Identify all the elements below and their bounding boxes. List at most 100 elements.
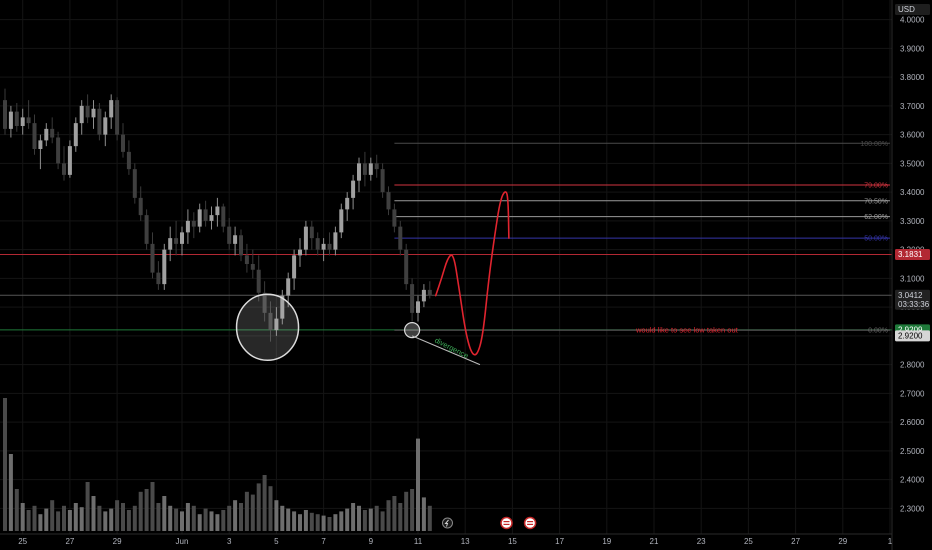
- candle: [404, 243, 409, 290]
- candle-body: [162, 249, 167, 285]
- candle: [8, 105, 13, 138]
- candles: [3, 88, 432, 342]
- candle-body: [303, 226, 308, 250]
- candle: [280, 289, 285, 325]
- candle-body: [321, 243, 326, 250]
- flag-stripe: [503, 521, 510, 523]
- candle: [333, 226, 338, 256]
- candle-body: [44, 128, 49, 141]
- price-tick-label: 4.0000: [900, 16, 925, 25]
- candle-body: [227, 226, 232, 244]
- highlight-circle[interactable]: [235, 293, 300, 361]
- us-flag-icon[interactable]: [500, 516, 513, 530]
- candle-body: [416, 301, 420, 313]
- candle-body: [215, 206, 220, 216]
- flag-stripe: [527, 521, 534, 523]
- low-marker-circle[interactable]: [404, 322, 421, 339]
- volume-bar: [368, 508, 373, 531]
- time-tick-label: 29: [113, 537, 122, 546]
- candle: [132, 163, 137, 204]
- candle-body: [380, 169, 385, 193]
- grid: [0, 0, 892, 534]
- price-tick-label: 3.1000: [900, 274, 925, 283]
- candle: [345, 192, 350, 221]
- price-tick-label: 3.6000: [900, 131, 925, 140]
- volume-bar: [144, 489, 149, 531]
- candle: [298, 238, 302, 267]
- fib-level-label: 62.00%: [864, 214, 888, 221]
- time-tick-label: 25: [744, 537, 753, 546]
- candle-body: [392, 209, 397, 227]
- time-axis[interactable]: 25 27 29 Jun 3 5 7 9 11 13 15 17 19 21 23 25 27 29 1: [18, 537, 893, 546]
- event-markers[interactable]: [442, 516, 537, 530]
- candle: [362, 151, 367, 187]
- candle: [191, 212, 196, 239]
- candle: [38, 134, 43, 170]
- volume-bar: [56, 511, 61, 531]
- candle: [410, 278, 415, 322]
- candle: [416, 295, 420, 322]
- candle: [392, 203, 397, 233]
- volume-bar: [156, 503, 161, 531]
- candle: [357, 157, 361, 193]
- candle-body: [233, 235, 238, 244]
- candle-body: [144, 215, 149, 244]
- price-tag-label: 2.9209: [898, 326, 923, 335]
- candle: [250, 249, 255, 279]
- candle-body: [103, 117, 108, 135]
- volume-bar: [392, 496, 397, 531]
- candle: [380, 163, 385, 198]
- time-tick-label: 21: [650, 537, 659, 546]
- price-tick-label: 2.5000: [900, 447, 925, 456]
- price-tick-label: 3.8000: [900, 73, 925, 82]
- candle-body: [368, 163, 373, 175]
- volume-bar: [244, 491, 249, 531]
- candle: [162, 243, 167, 290]
- volume-bar: [132, 505, 137, 531]
- candle: [221, 203, 226, 233]
- projection-path[interactable]: [434, 191, 510, 356]
- candle-body: [168, 238, 173, 250]
- candle: [427, 281, 432, 299]
- candle-body: [404, 249, 409, 285]
- candle-body: [79, 105, 84, 124]
- candle: [150, 232, 155, 279]
- candle-body: [174, 238, 179, 244]
- candle: [50, 117, 55, 144]
- candle-body: [298, 249, 302, 256]
- candle-body: [132, 169, 137, 198]
- candle: [292, 249, 297, 290]
- time-tick-label: Jun: [176, 537, 189, 546]
- volume-bar: [233, 500, 238, 531]
- volume-bar: [333, 514, 338, 531]
- candle: [309, 220, 314, 250]
- candle: [144, 209, 149, 250]
- candle-body: [150, 243, 155, 273]
- candle: [156, 261, 161, 290]
- lightning-icon-glyph: [444, 519, 449, 527]
- volume-bar: [298, 514, 302, 531]
- time-tick-label: 7: [321, 537, 326, 546]
- time-tick-label: 19: [602, 537, 611, 546]
- fib-retracement[interactable]: 100.00% 79.00% 70.50% 62.00% 50.00% 0.00%: [394, 141, 890, 335]
- candle: [180, 226, 184, 256]
- candle-body: [362, 163, 367, 175]
- volume-bar: [303, 510, 308, 531]
- time-tick-label: 1: [888, 537, 893, 546]
- price-tag: 2.9200: [895, 330, 930, 342]
- divergence-line[interactable]: [411, 335, 481, 366]
- candle: [321, 238, 326, 262]
- time-tick-label: 13: [461, 537, 470, 546]
- volume-bar: [109, 508, 114, 531]
- candle: [174, 220, 179, 256]
- candle-body: [209, 215, 214, 221]
- volume-bar: [404, 491, 409, 531]
- us-flag-icon[interactable]: [523, 516, 537, 530]
- candle-body: [309, 226, 314, 239]
- time-tick-label: 29: [838, 537, 847, 546]
- fib-level-label: 50.00%: [864, 236, 888, 243]
- volume-bar: [256, 483, 261, 531]
- volume-bar: [203, 508, 208, 531]
